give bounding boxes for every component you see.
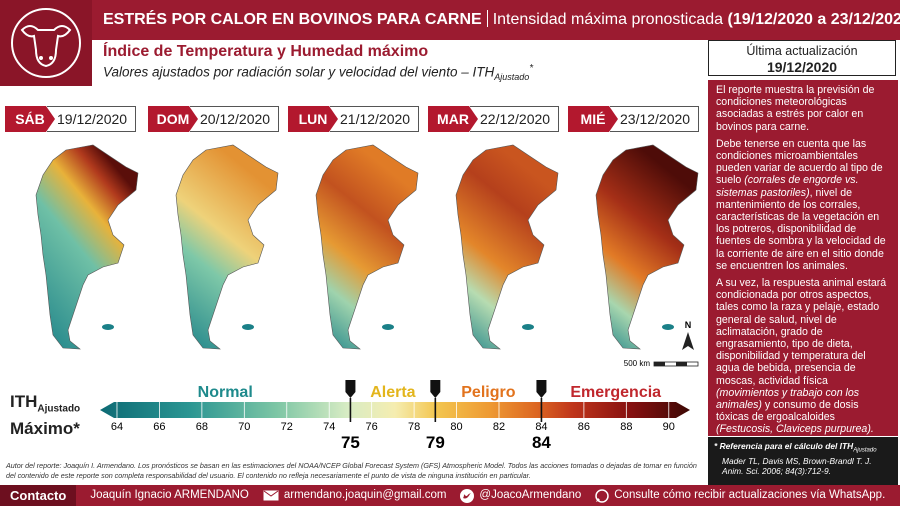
day-name: MIÉ (568, 106, 618, 132)
contact-bar: Contacto Joaquín Ignacio ARMENDANO armen… (0, 485, 900, 506)
index-mark: * (529, 63, 534, 74)
maps: N 500 km (35, 144, 699, 368)
colorbar-tick-label: 66 (153, 421, 165, 433)
day-name: LUN (288, 106, 338, 132)
category-label: Emergencia (570, 384, 661, 401)
day-date: 21/12/2020 (330, 106, 420, 132)
contact-twitter-item[interactable]: @JoacoArmendano (460, 485, 581, 506)
sidebar-paragraph: Debe tenerse en cuenta que las condicion… (716, 138, 890, 272)
scale-label: 500 km (624, 359, 651, 368)
colorbar-tick-label: 76 (366, 421, 378, 433)
day-name: SÁB (5, 106, 55, 132)
day-name: DOM (148, 106, 198, 132)
legend-label: ITHAjustado Máximo* (10, 392, 80, 439)
north-label: N (685, 320, 692, 330)
day-date: 23/12/2020 (610, 106, 700, 132)
colorbar-tick-label: 78 (408, 421, 420, 433)
cow-icon (11, 8, 81, 78)
threshold-label: 84 (532, 433, 551, 452)
colorbar: 64 66 68 70 72 74 76 78 80 82 84 86 88 90 Normal Alerta… (100, 380, 690, 452)
colorbar-tick-label: 84 (535, 421, 547, 433)
contact-label: Contacto (0, 485, 77, 506)
update-label: Última actualización (746, 44, 858, 58)
contact-whatsapp[interactable]: Consulte cómo recibir actualizaciones ví… (614, 489, 886, 501)
logo (0, 0, 92, 86)
legend-label-ith: ITH (10, 392, 38, 411)
colorbar-bar (100, 402, 690, 418)
sidebar-paragraph: El reporte muestra la previsión de condi… (716, 84, 890, 133)
colorbar-tick-label: 74 (323, 421, 335, 433)
sidebar-paragraph: A su vez, la respuesta animal estará con… (716, 277, 890, 436)
legend-label-sub: Ajustado (37, 403, 81, 415)
colorbar-tick-label: 72 (281, 421, 293, 433)
colorbar-tick-label: 88 (620, 421, 632, 433)
contact-name-item: Joaquín Ignacio ARMENDANO (90, 485, 249, 506)
title-subtitle: Intensidad máxima pronosticada (492, 11, 724, 28)
colorbar-tick-label: 70 (238, 421, 250, 433)
sidebar-text: , nivel de mantenimiento de los corrales… (716, 186, 886, 272)
contact-name: Joaquín Ignacio ARMENDANO (90, 489, 249, 501)
threshold-marker (430, 380, 441, 422)
footer-note: Autor del reporte: Joaquín I. Armendano.… (6, 461, 697, 480)
sidebar-text: (corrales de engorde vs. sistemas pastor… (716, 174, 859, 199)
index-title: Índice de Temperatura y Humedad máximo (103, 43, 429, 60)
sidebar-text: y consumo de dosis tóxicas de ergoalcalo… (716, 399, 859, 424)
colorbar-tick-label: 80 (450, 421, 462, 433)
index-subtitle-text: Valores ajustados por radiación solar y … (103, 64, 495, 80)
index-subtitle: Valores ajustados por radiación solar y … (103, 63, 533, 82)
reference-subscript: Ajustado (853, 447, 877, 454)
index-subscript: Ajustado (494, 72, 530, 83)
sidebar-text: A su vez, la respuesta animal estará con… (716, 277, 887, 387)
sidebar-text: (movimientos y trabajo con los animales) (716, 386, 860, 412)
day-label: DOM 20/12/2020 (148, 106, 280, 132)
category-label: Alerta (370, 384, 415, 401)
day-label: MIÉ 23/12/2020 (568, 106, 700, 132)
sidebar-text: Debe tenerse en cuenta que las condicion… (716, 137, 883, 187)
contact-whatsapp-item[interactable]: Consulte cómo recibir actualizaciones ví… (595, 485, 885, 506)
colorbar-tick-label: 68 (196, 421, 208, 433)
north-arrow (682, 332, 694, 350)
threshold-marker (345, 380, 356, 422)
colorbar-tick-label: 90 (663, 421, 675, 433)
title-period: (19/12/2020 a 23/12/2020) (727, 11, 900, 28)
threshold-marker (536, 380, 547, 422)
day-label: MAR 22/12/2020 (428, 106, 560, 132)
contact-email[interactable]: armendano.joaquin@gmail.com (283, 489, 447, 501)
colorbar-tick-label: 82 (493, 421, 505, 433)
colorbar-tick-label: 86 (578, 421, 590, 433)
day-name: MAR (428, 106, 478, 132)
threshold-label: 79 (426, 433, 445, 452)
sidebar-text: (Festucosis, Claviceps purpurea). (716, 423, 874, 436)
legend-label-max: Máximo* (10, 419, 80, 439)
reference: * Referencia para el cálculo del ITHAjus… (708, 437, 898, 485)
reference-text: Mader TL, Davis MS, Brown-Brandl T. J. A… (722, 455, 872, 476)
title-main: ESTRÉS POR CALOR EN BOVINOS PARA CARNE (103, 11, 482, 28)
threshold-label: 75 (341, 433, 360, 452)
day-date: 22/12/2020 (470, 106, 560, 132)
day-label: LUN 21/12/2020 (288, 106, 420, 132)
sidebar-text: El reporte muestra la previsión de condi… (716, 84, 875, 133)
colorbar-tick-label: 64 (111, 421, 123, 433)
contact-email-item[interactable]: armendano.joaquin@gmail.com (263, 485, 447, 506)
header-bar (0, 0, 900, 40)
title: ESTRÉS POR CALOR EN BOVINOS PARA CARNE In… (103, 10, 900, 29)
day-label: SÁB 19/12/2020 (5, 106, 137, 132)
category-label: Peligro (461, 384, 515, 401)
contact-twitter[interactable]: @JoacoArmendano (479, 489, 582, 501)
reference-title: * Referencia para el cálculo del ITH (714, 441, 854, 451)
update-box: Última actualización 19/12/2020 (708, 40, 896, 76)
category-label: Normal (198, 384, 253, 401)
day-date: 20/12/2020 (190, 106, 280, 132)
update-date: 19/12/2020 (766, 59, 838, 75)
day-date: 19/12/2020 (47, 106, 137, 132)
sidebar: El reporte muestra la previsión de condi… (708, 80, 898, 436)
